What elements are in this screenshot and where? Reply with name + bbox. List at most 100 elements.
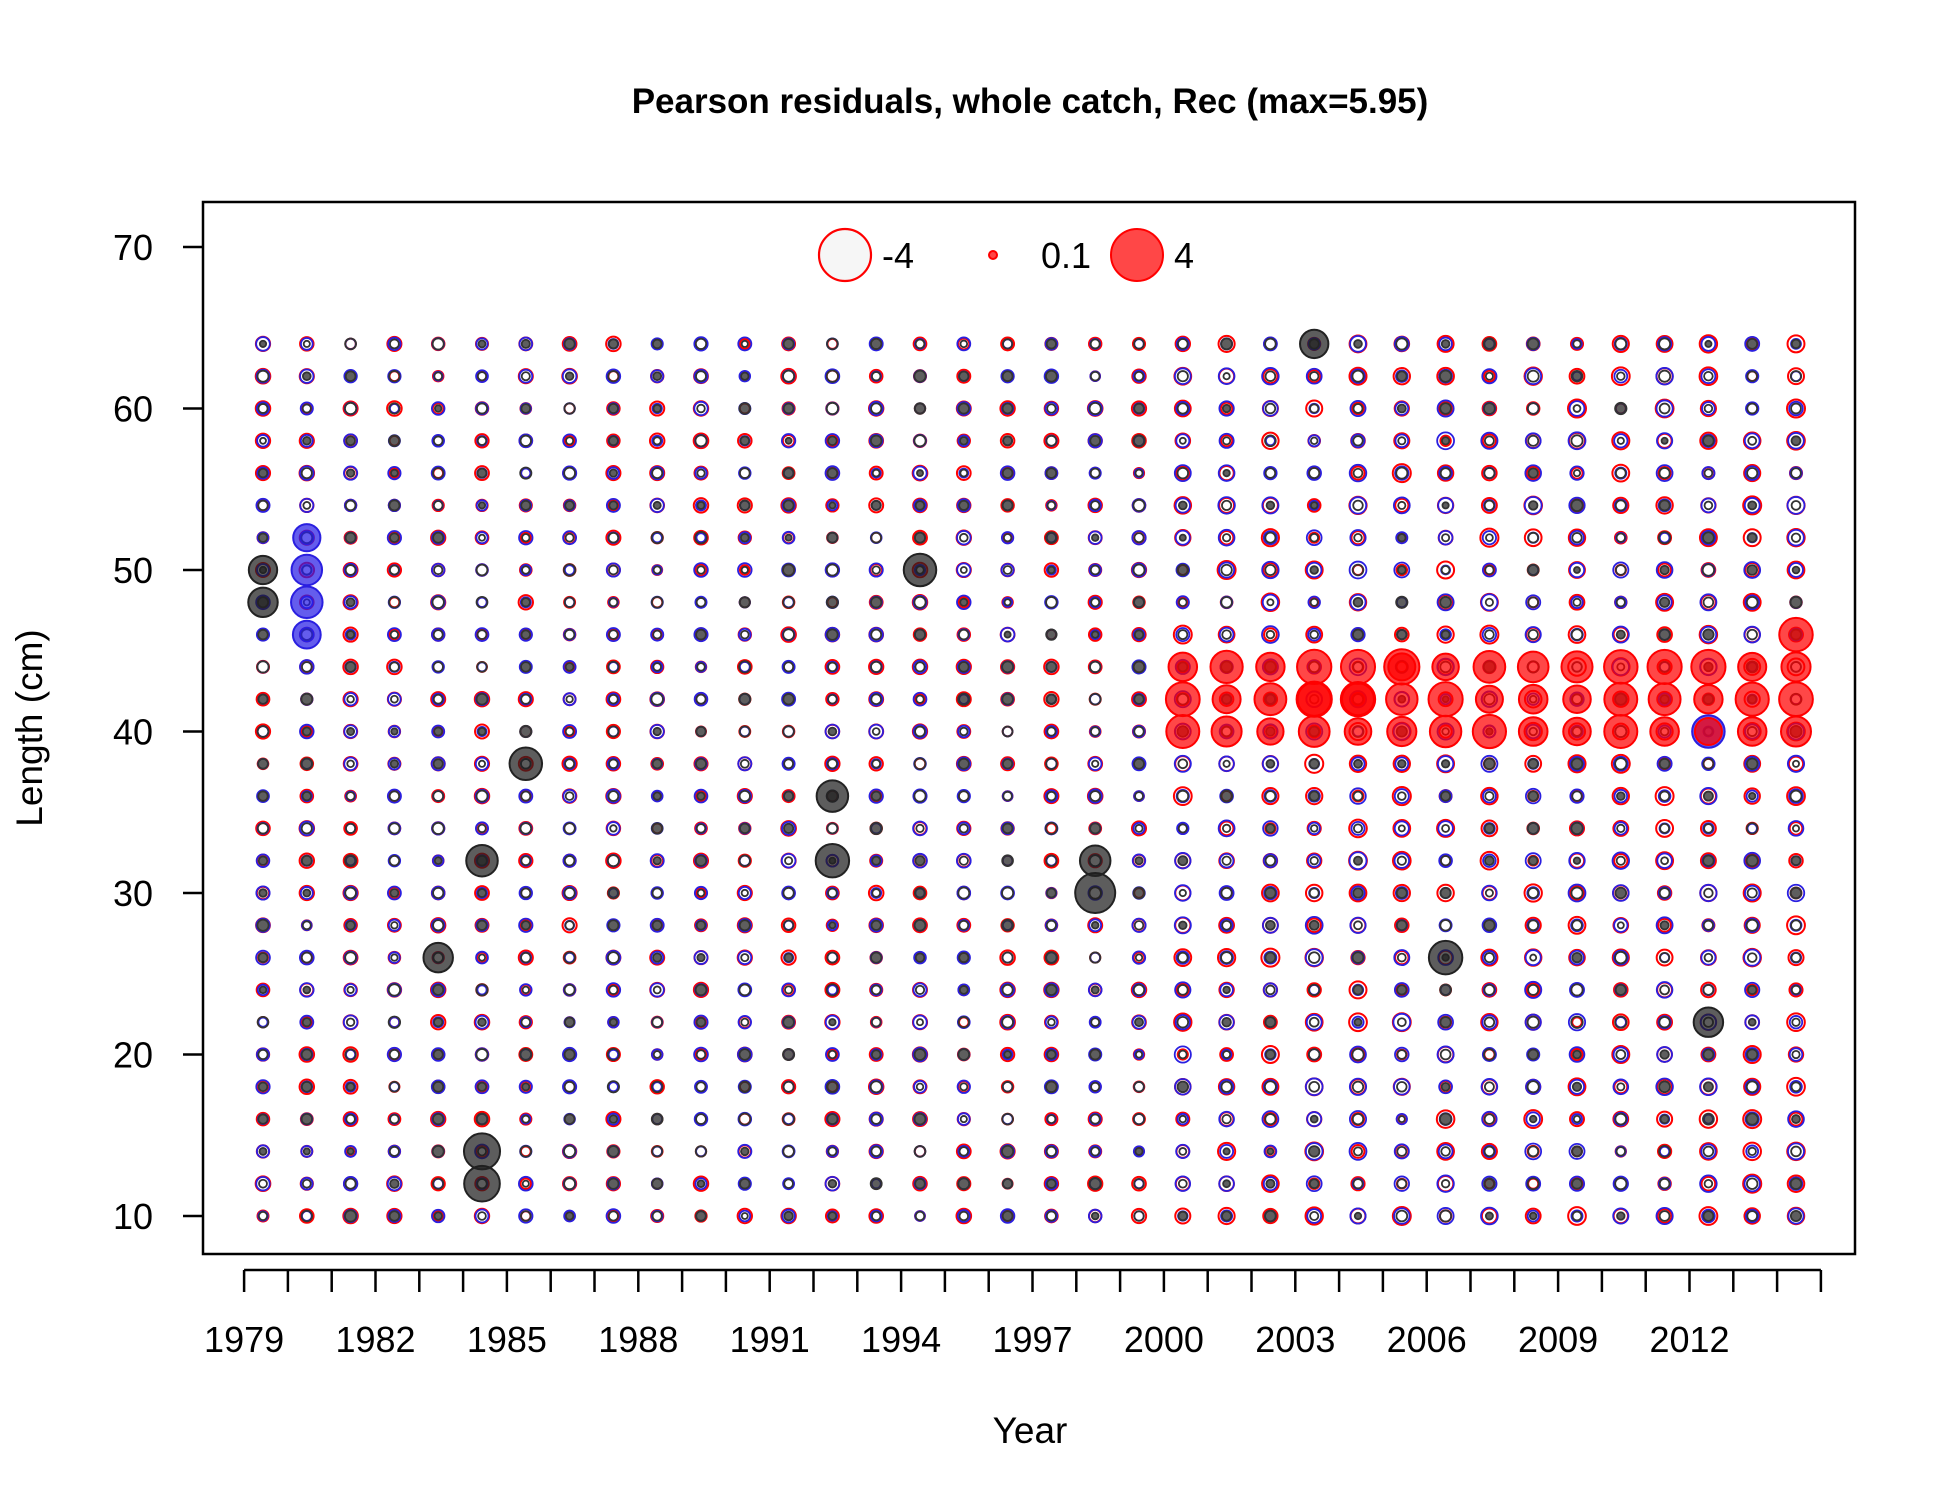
residual-bubble-dark: [1090, 1146, 1101, 1157]
residual-bubble-blue: [1788, 400, 1804, 417]
residual-bubble-dark: [256, 369, 270, 383]
residual-bubble-dark: [1570, 821, 1584, 836]
residual-bubble-blue: [868, 433, 884, 449]
residual-bubble-dark: [781, 563, 796, 577]
residual-bubble-blue: [607, 1081, 619, 1093]
residual-bubble-dark: [1352, 435, 1364, 447]
residual-bubble-red: [1610, 753, 1631, 774]
residual-bubble-dark: [564, 532, 575, 543]
residual-bubble-blue: [1525, 1111, 1541, 1127]
residual-bubble-blue: [475, 950, 489, 965]
residual-bubble-dark: [606, 1080, 620, 1094]
residual-bubble-dark: [1396, 403, 1407, 414]
residual-bubble-dark: [1001, 1112, 1014, 1126]
residual-bubble-blue: [1743, 497, 1761, 514]
residual-bubble-dark: [1132, 983, 1146, 997]
residual-bubble-blue: [606, 821, 621, 836]
residual-bubble-blue: [1570, 595, 1584, 609]
residual-bubble-dark: [913, 1145, 927, 1158]
residual-bubble-blue: [1217, 464, 1236, 482]
residual-bubble-dark: [1177, 500, 1188, 511]
residual-bubble-blue: [1438, 853, 1453, 868]
residual-bubble-blue: [430, 756, 446, 772]
residual-bubble-red: [1786, 915, 1806, 936]
residual-bubble-dark: [914, 1177, 926, 1190]
residual-bubble-dark: [344, 401, 358, 416]
residual-bubble-red: [605, 723, 621, 740]
residual-bubble-dark: [300, 1080, 313, 1093]
residual-bubble-dark: [869, 434, 883, 448]
residual-bubble-dark: [827, 1049, 838, 1060]
residual-bubble-red: [1262, 1014, 1278, 1030]
y-tick-label: 30: [113, 873, 153, 914]
residual-bubble-blue: [694, 1177, 708, 1191]
residual-bubble-blue: [255, 853, 271, 868]
residual-bubble-red: [1655, 948, 1674, 967]
residual-bubble-blue: [868, 788, 884, 804]
residual-bubble-red: [1130, 400, 1148, 417]
residual-bubble-dark: [652, 500, 662, 510]
residual-bubble-blue: [1175, 562, 1191, 578]
residual-bubble-blue: [387, 854, 402, 868]
residual-bubble-dark: [258, 1146, 268, 1156]
residual-bubble-blue: [1218, 561, 1236, 579]
residual-bubble-blue: [1699, 1077, 1718, 1097]
residual-bubble-red: [474, 885, 490, 901]
residual-bubble-dark: [651, 338, 663, 350]
residual-bubble-dark: [1309, 532, 1320, 543]
residual-bubble-blue: [956, 821, 971, 836]
residual-bubble-dark: [1484, 371, 1494, 381]
positive-residual-bubble: [1603, 681, 1639, 717]
residual-bubble-blue: [1480, 431, 1499, 450]
residual-bubble-blue: [1524, 852, 1542, 870]
residual-bubble-dark: [564, 920, 575, 931]
residual-bubble-dark: [344, 531, 357, 544]
residual-bubble-dark: [1526, 563, 1540, 577]
residual-bubble-blue: [431, 660, 445, 674]
residual-bubble-blue: [1348, 1077, 1368, 1096]
residual-bubble-dark: [1483, 757, 1496, 771]
residual-bubble-dark: [1265, 919, 1276, 931]
residual-bubble-dark: [784, 436, 793, 445]
residual-bubble-dark: [520, 661, 532, 673]
residual-bubble-blue: [912, 594, 928, 610]
residual-bubble-dark: [1264, 951, 1277, 964]
positive-residual-bubble: [1562, 684, 1592, 714]
residual-bubble-red: [1348, 754, 1368, 773]
residual-bubble-blue: [1701, 756, 1716, 771]
residual-bubble-red: [1436, 334, 1455, 353]
residual-bubble-red: [648, 432, 666, 450]
residual-bubble-red: [1523, 883, 1543, 903]
residual-bubble-red: [519, 531, 532, 544]
residual-bubble-dark: [344, 564, 357, 576]
residual-bubble-dark: [1657, 531, 1672, 545]
residual-bubble-dark: [606, 1047, 620, 1062]
residual-bubble-dark: [1045, 369, 1058, 383]
residual-bubble-dark: [1527, 919, 1540, 932]
residual-bubble-dark: [564, 371, 575, 381]
residual-bubble-blue: [1349, 593, 1367, 611]
residual-bubble-blue: [1481, 1110, 1498, 1128]
residual-bubble-red: [1305, 786, 1324, 806]
residual-bubble-dark: [432, 983, 445, 996]
residual-bubble-red: [298, 1078, 316, 1096]
residual-bubble-blue: [1786, 754, 1806, 773]
residual-bubble-dark: [1176, 370, 1189, 383]
residual-bubble-blue: [1569, 529, 1585, 546]
residual-bubble-dark: [1091, 630, 1100, 639]
residual-bubble-dark: [1046, 887, 1057, 899]
residual-bubble-dark: [1264, 337, 1277, 351]
residual-bubble-blue: [518, 1079, 533, 1094]
x-tick-label: 1997: [992, 1319, 1072, 1360]
residual-bubble-red: [1260, 592, 1281, 613]
residual-bubble-dark: [1352, 887, 1364, 899]
residual-bubble-dark: [345, 822, 357, 834]
residual-bubble-dark: [1572, 856, 1582, 865]
residual-bubble-blue: [1044, 401, 1059, 416]
residual-bubble-dark: [1616, 921, 1625, 930]
residual-bubble-blue: [693, 368, 709, 384]
residual-bubble-red: [473, 690, 491, 708]
residual-bubble-red: [1435, 1109, 1456, 1129]
residual-bubble-blue: [1000, 531, 1015, 545]
residual-bubble-blue: [343, 885, 358, 901]
